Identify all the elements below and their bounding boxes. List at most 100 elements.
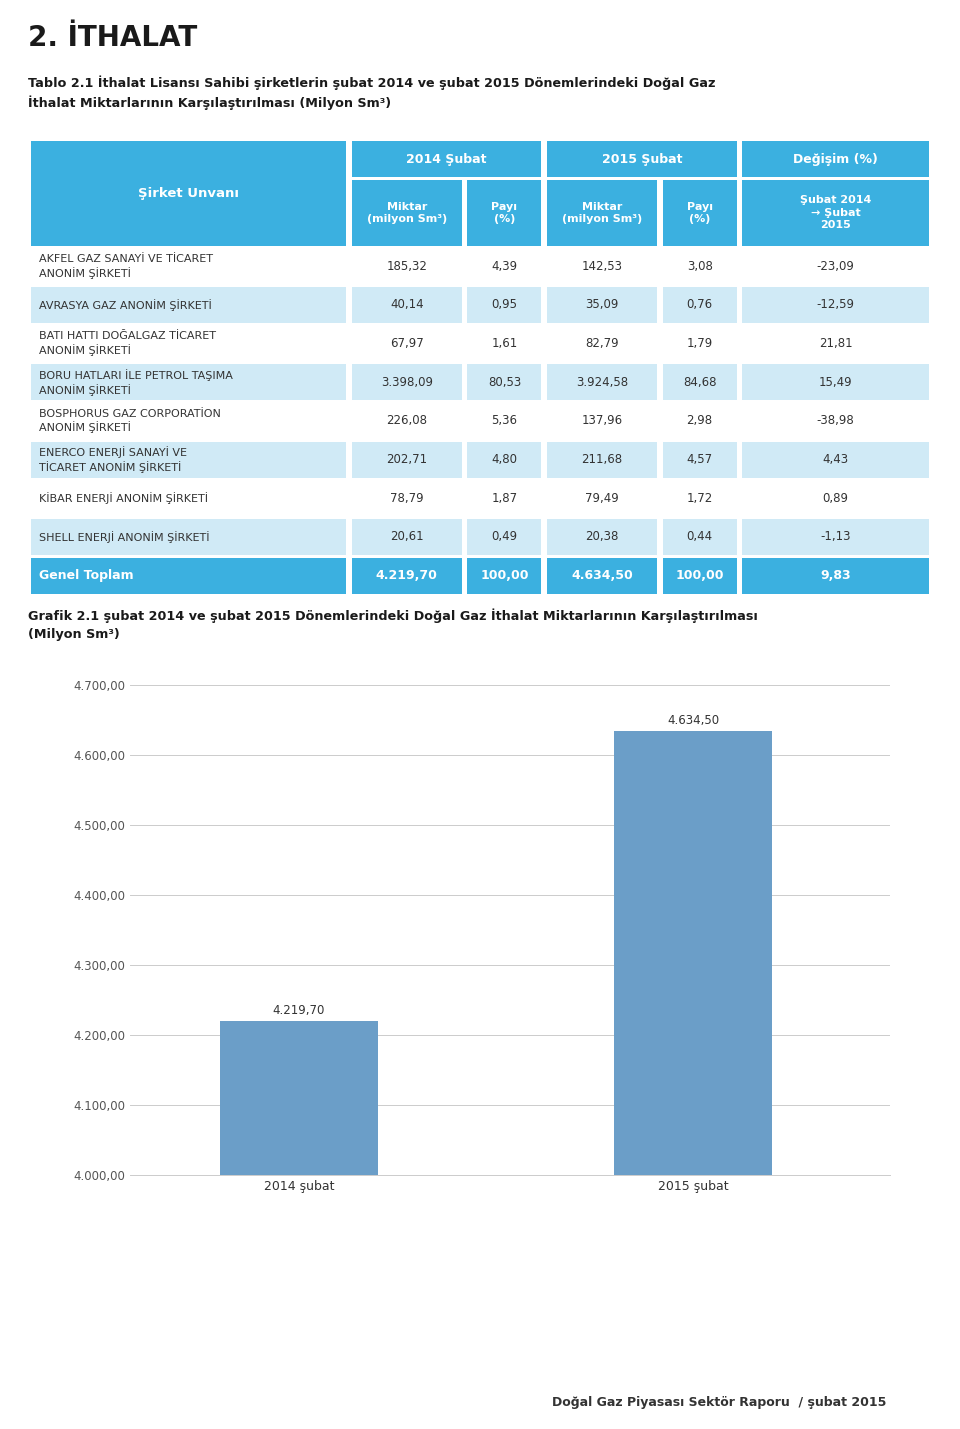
Bar bbox=[351, 519, 462, 554]
Bar bbox=[614, 730, 772, 1429]
Text: 2015 Şubat: 2015 Şubat bbox=[602, 153, 682, 166]
Text: 0,76: 0,76 bbox=[686, 299, 712, 312]
Bar bbox=[351, 557, 462, 593]
Text: 79,49: 79,49 bbox=[586, 492, 619, 504]
Bar bbox=[662, 180, 736, 246]
Bar bbox=[351, 480, 462, 516]
Text: 2014 Şubat: 2014 Şubat bbox=[406, 153, 487, 166]
Text: -23,09: -23,09 bbox=[817, 260, 854, 273]
Bar bbox=[468, 249, 541, 284]
Text: 1,72: 1,72 bbox=[686, 492, 712, 504]
Bar bbox=[662, 287, 736, 323]
Text: AVRASYA GAZ ANONİM ŞİRKETİ: AVRASYA GAZ ANONİM ŞİRKETİ bbox=[38, 299, 211, 312]
Text: BOSPHORUS GAZ CORPORATİON
ANONİM ŞİRKETİ: BOSPHORUS GAZ CORPORATİON ANONİM ŞİRKETİ bbox=[38, 409, 221, 433]
Text: Tablo 2.1 İthalat Lisansı Sahibi şirketlerin şubat 2014 ve şubat 2015 Dönemlerin: Tablo 2.1 İthalat Lisansı Sahibi şirketl… bbox=[28, 74, 715, 110]
Text: 20,38: 20,38 bbox=[586, 530, 619, 543]
Text: 202,71: 202,71 bbox=[386, 453, 427, 466]
Bar bbox=[742, 141, 929, 177]
Text: Miktar
(milyon Sm³): Miktar (milyon Sm³) bbox=[562, 201, 642, 224]
Text: 4.634,50: 4.634,50 bbox=[571, 569, 633, 582]
Bar bbox=[547, 480, 658, 516]
Bar bbox=[220, 1022, 377, 1429]
Bar bbox=[662, 557, 736, 593]
Bar bbox=[742, 287, 929, 323]
Text: 15,49: 15,49 bbox=[819, 376, 852, 389]
Bar bbox=[31, 442, 347, 477]
Bar bbox=[742, 249, 929, 284]
Bar bbox=[351, 180, 462, 246]
Bar bbox=[742, 480, 929, 516]
Bar bbox=[742, 326, 929, 362]
Bar bbox=[547, 326, 658, 362]
Text: 4,43: 4,43 bbox=[823, 453, 849, 466]
Text: 0,95: 0,95 bbox=[492, 299, 517, 312]
Text: 1,61: 1,61 bbox=[492, 337, 517, 350]
Text: 226,08: 226,08 bbox=[386, 414, 427, 427]
Bar bbox=[547, 141, 736, 177]
Bar bbox=[662, 364, 736, 400]
Text: 3.924,58: 3.924,58 bbox=[576, 376, 628, 389]
Bar bbox=[468, 287, 541, 323]
Bar bbox=[742, 403, 929, 439]
Text: 67,97: 67,97 bbox=[390, 337, 423, 350]
Bar bbox=[547, 519, 658, 554]
Text: 0,89: 0,89 bbox=[823, 492, 849, 504]
Text: Payı
(%): Payı (%) bbox=[492, 201, 517, 224]
Bar bbox=[468, 180, 541, 246]
Bar bbox=[468, 442, 541, 477]
Text: 0,44: 0,44 bbox=[686, 530, 712, 543]
Text: 4.219,70: 4.219,70 bbox=[273, 1005, 325, 1017]
Text: 20,61: 20,61 bbox=[390, 530, 423, 543]
Text: Değişim (%): Değişim (%) bbox=[793, 153, 878, 166]
Text: ENERCO ENERJİ SANAYİ VE
TİCARET ANONİM ŞİRKETİ: ENERCO ENERJİ SANAYİ VE TİCARET ANONİM Ş… bbox=[38, 446, 187, 473]
Bar bbox=[31, 249, 347, 284]
Text: Grafik 2.1 şubat 2014 ve şubat 2015 Dönemlerindeki Doğal Gaz İthalat Miktarların: Grafik 2.1 şubat 2014 ve şubat 2015 Döne… bbox=[28, 607, 757, 640]
Text: 5,36: 5,36 bbox=[492, 414, 517, 427]
Text: 100,00: 100,00 bbox=[480, 569, 529, 582]
Text: 35,09: 35,09 bbox=[586, 299, 619, 312]
Text: 137,96: 137,96 bbox=[582, 414, 623, 427]
Bar bbox=[468, 403, 541, 439]
Bar bbox=[31, 557, 347, 593]
Text: 1,79: 1,79 bbox=[686, 337, 712, 350]
Bar bbox=[351, 141, 541, 177]
Text: AKFEL GAZ SANAYİ VE TİCARET
ANONİM ŞİRKETİ: AKFEL GAZ SANAYİ VE TİCARET ANONİM ŞİRKE… bbox=[38, 254, 213, 279]
Bar bbox=[742, 519, 929, 554]
Bar bbox=[742, 364, 929, 400]
Text: 2,98: 2,98 bbox=[686, 414, 712, 427]
Text: 0,49: 0,49 bbox=[492, 530, 517, 543]
Bar bbox=[742, 557, 929, 593]
Bar bbox=[662, 403, 736, 439]
Bar bbox=[31, 480, 347, 516]
Text: 3,08: 3,08 bbox=[686, 260, 712, 273]
Bar bbox=[742, 442, 929, 477]
Bar bbox=[468, 364, 541, 400]
Text: 185,32: 185,32 bbox=[386, 260, 427, 273]
Text: 78,79: 78,79 bbox=[390, 492, 423, 504]
Text: 5: 5 bbox=[920, 1395, 935, 1415]
Text: KİBAR ENERJİ ANONİM ŞİRKETİ: KİBAR ENERJİ ANONİM ŞİRKETİ bbox=[38, 493, 208, 504]
Bar bbox=[468, 480, 541, 516]
Text: 4.634,50: 4.634,50 bbox=[667, 713, 719, 727]
Text: 142,53: 142,53 bbox=[582, 260, 622, 273]
Bar bbox=[468, 519, 541, 554]
Text: SHELL ENERJİ ANONİM ŞİRKETİ: SHELL ENERJİ ANONİM ŞİRKETİ bbox=[38, 532, 209, 543]
Bar bbox=[351, 442, 462, 477]
Text: 21,81: 21,81 bbox=[819, 337, 852, 350]
Bar bbox=[31, 403, 347, 439]
Bar bbox=[547, 249, 658, 284]
Text: 4.219,70: 4.219,70 bbox=[375, 569, 438, 582]
Text: 9,83: 9,83 bbox=[821, 569, 851, 582]
Text: -1,13: -1,13 bbox=[821, 530, 851, 543]
Text: Payı
(%): Payı (%) bbox=[686, 201, 712, 224]
Bar bbox=[351, 403, 462, 439]
Text: BORU HATLARI İLE PETROL TAŞIMA
ANONİM ŞİRKETİ: BORU HATLARI İLE PETROL TAŞIMA ANONİM Şİ… bbox=[38, 369, 232, 396]
Text: Miktar
(milyon Sm³): Miktar (milyon Sm³) bbox=[367, 201, 447, 224]
Bar bbox=[547, 364, 658, 400]
Bar bbox=[662, 480, 736, 516]
Text: 211,68: 211,68 bbox=[582, 453, 623, 466]
Text: Şirket Unvanı: Şirket Unvanı bbox=[138, 187, 239, 200]
Text: 40,14: 40,14 bbox=[390, 299, 423, 312]
Text: -12,59: -12,59 bbox=[817, 299, 854, 312]
Bar bbox=[547, 180, 658, 246]
